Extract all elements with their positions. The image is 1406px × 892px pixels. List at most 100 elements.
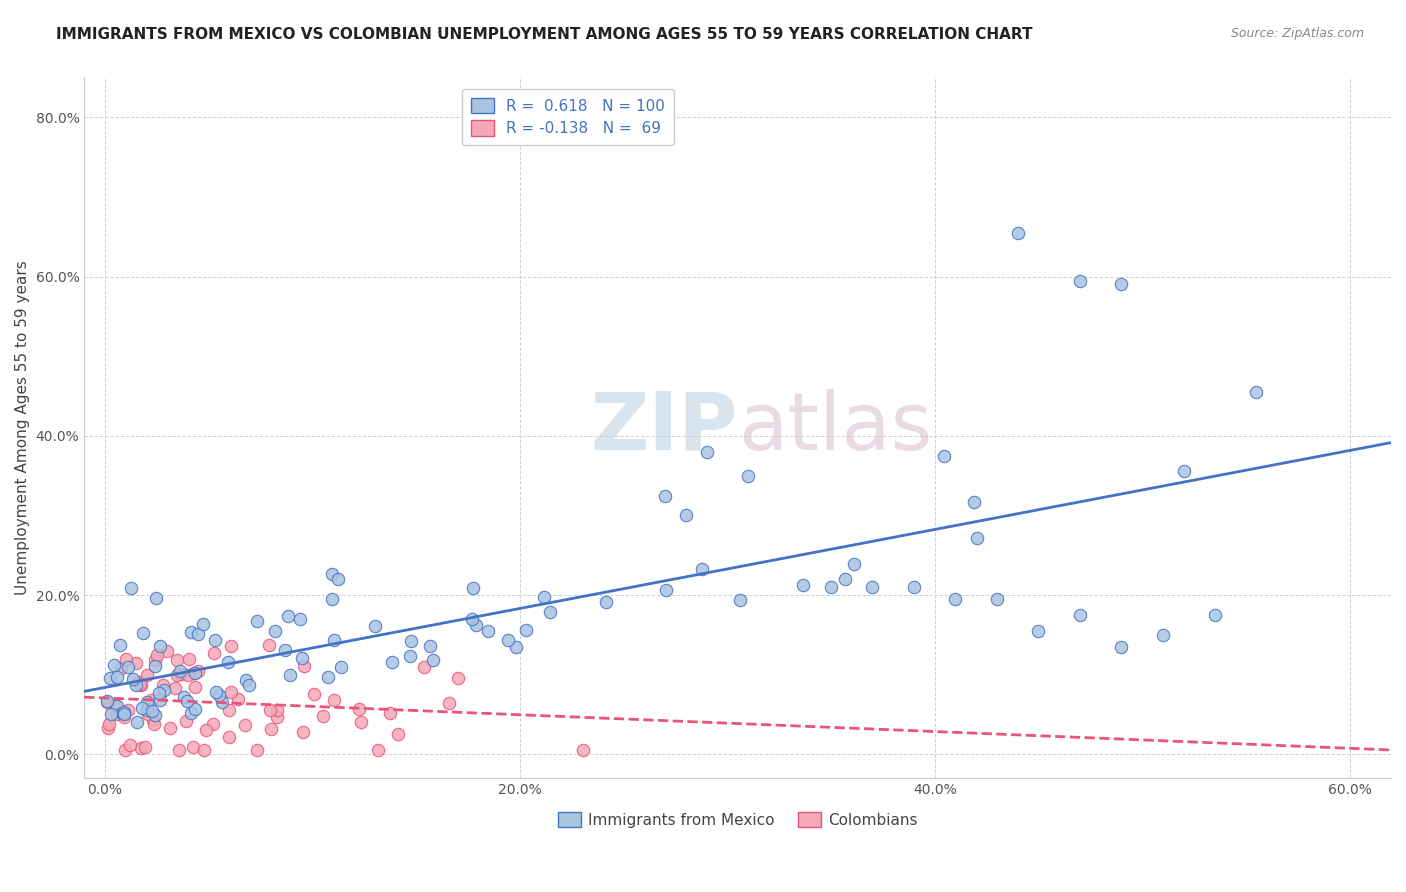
Point — [692, 562, 714, 576]
Point — [465, 617, 488, 632]
Point — [321, 567, 343, 582]
Point — [117, 703, 139, 717]
Point — [181, 740, 204, 755]
Point — [966, 531, 988, 545]
Point — [187, 664, 209, 678]
Point — [110, 660, 132, 674]
Point — [105, 670, 128, 684]
Point — [1069, 273, 1091, 287]
Point — [100, 706, 122, 721]
Point — [844, 558, 866, 572]
Point — [318, 670, 340, 684]
Point — [413, 659, 436, 673]
Point — [515, 623, 537, 637]
Point — [97, 721, 120, 735]
Point — [387, 727, 409, 741]
Point — [1244, 384, 1267, 399]
Point — [538, 605, 561, 619]
Point — [105, 698, 128, 713]
Point — [112, 705, 135, 719]
Point — [174, 714, 197, 728]
Point — [122, 672, 145, 686]
Point — [238, 678, 260, 692]
Point — [152, 678, 174, 692]
Point — [381, 656, 404, 670]
Point — [191, 617, 214, 632]
Point — [111, 706, 134, 720]
Point — [153, 683, 176, 698]
Point — [141, 705, 163, 719]
Point — [177, 667, 200, 681]
Point — [463, 581, 485, 595]
Point — [112, 706, 135, 721]
Point — [129, 740, 152, 755]
Point — [98, 672, 121, 686]
Point — [498, 632, 520, 647]
Point — [156, 644, 179, 658]
Text: Source: ZipAtlas.com: Source: ZipAtlas.com — [1230, 27, 1364, 40]
Point — [304, 687, 326, 701]
Point — [104, 698, 127, 712]
Point — [149, 639, 172, 653]
Point — [367, 743, 389, 757]
Point — [380, 706, 402, 721]
Point — [180, 624, 202, 639]
Point — [183, 666, 205, 681]
Point — [326, 572, 349, 586]
Point — [145, 591, 167, 606]
Point — [211, 695, 233, 709]
Point — [245, 615, 267, 629]
Point — [204, 632, 226, 647]
Point — [737, 468, 759, 483]
Point — [696, 444, 718, 458]
Point — [259, 703, 281, 717]
Point — [170, 667, 193, 681]
Point — [1069, 607, 1091, 622]
Point — [233, 717, 256, 731]
Point — [461, 612, 484, 626]
Point — [422, 653, 444, 667]
Point — [834, 572, 856, 586]
Point — [169, 665, 191, 679]
Point — [165, 681, 187, 695]
Point — [419, 639, 441, 653]
Point — [180, 706, 202, 720]
Point — [176, 694, 198, 708]
Point — [477, 624, 499, 638]
Point — [274, 643, 297, 657]
Point — [986, 592, 1008, 607]
Point — [207, 688, 229, 702]
Point — [291, 651, 314, 665]
Point — [114, 743, 136, 757]
Point — [149, 693, 172, 707]
Point — [264, 624, 287, 639]
Point — [321, 591, 343, 606]
Text: atlas: atlas — [738, 389, 932, 467]
Point — [226, 692, 249, 706]
Point — [266, 710, 288, 724]
Point — [932, 449, 955, 463]
Point — [103, 658, 125, 673]
Point — [135, 667, 157, 681]
Point — [963, 494, 986, 508]
Point — [292, 659, 315, 673]
Point — [166, 668, 188, 682]
Point — [277, 608, 299, 623]
Point — [1204, 607, 1226, 622]
Point — [114, 652, 136, 666]
Point — [347, 702, 370, 716]
Point — [1173, 465, 1195, 479]
Point — [145, 659, 167, 673]
Point — [159, 722, 181, 736]
Point — [136, 706, 159, 721]
Point — [143, 708, 166, 723]
Point — [862, 580, 884, 594]
Point — [204, 685, 226, 699]
Point — [1007, 226, 1029, 240]
Point — [820, 580, 842, 594]
Point — [108, 638, 131, 652]
Point — [104, 706, 127, 721]
Point — [728, 593, 751, 607]
Point — [195, 723, 218, 737]
Point — [96, 694, 118, 708]
